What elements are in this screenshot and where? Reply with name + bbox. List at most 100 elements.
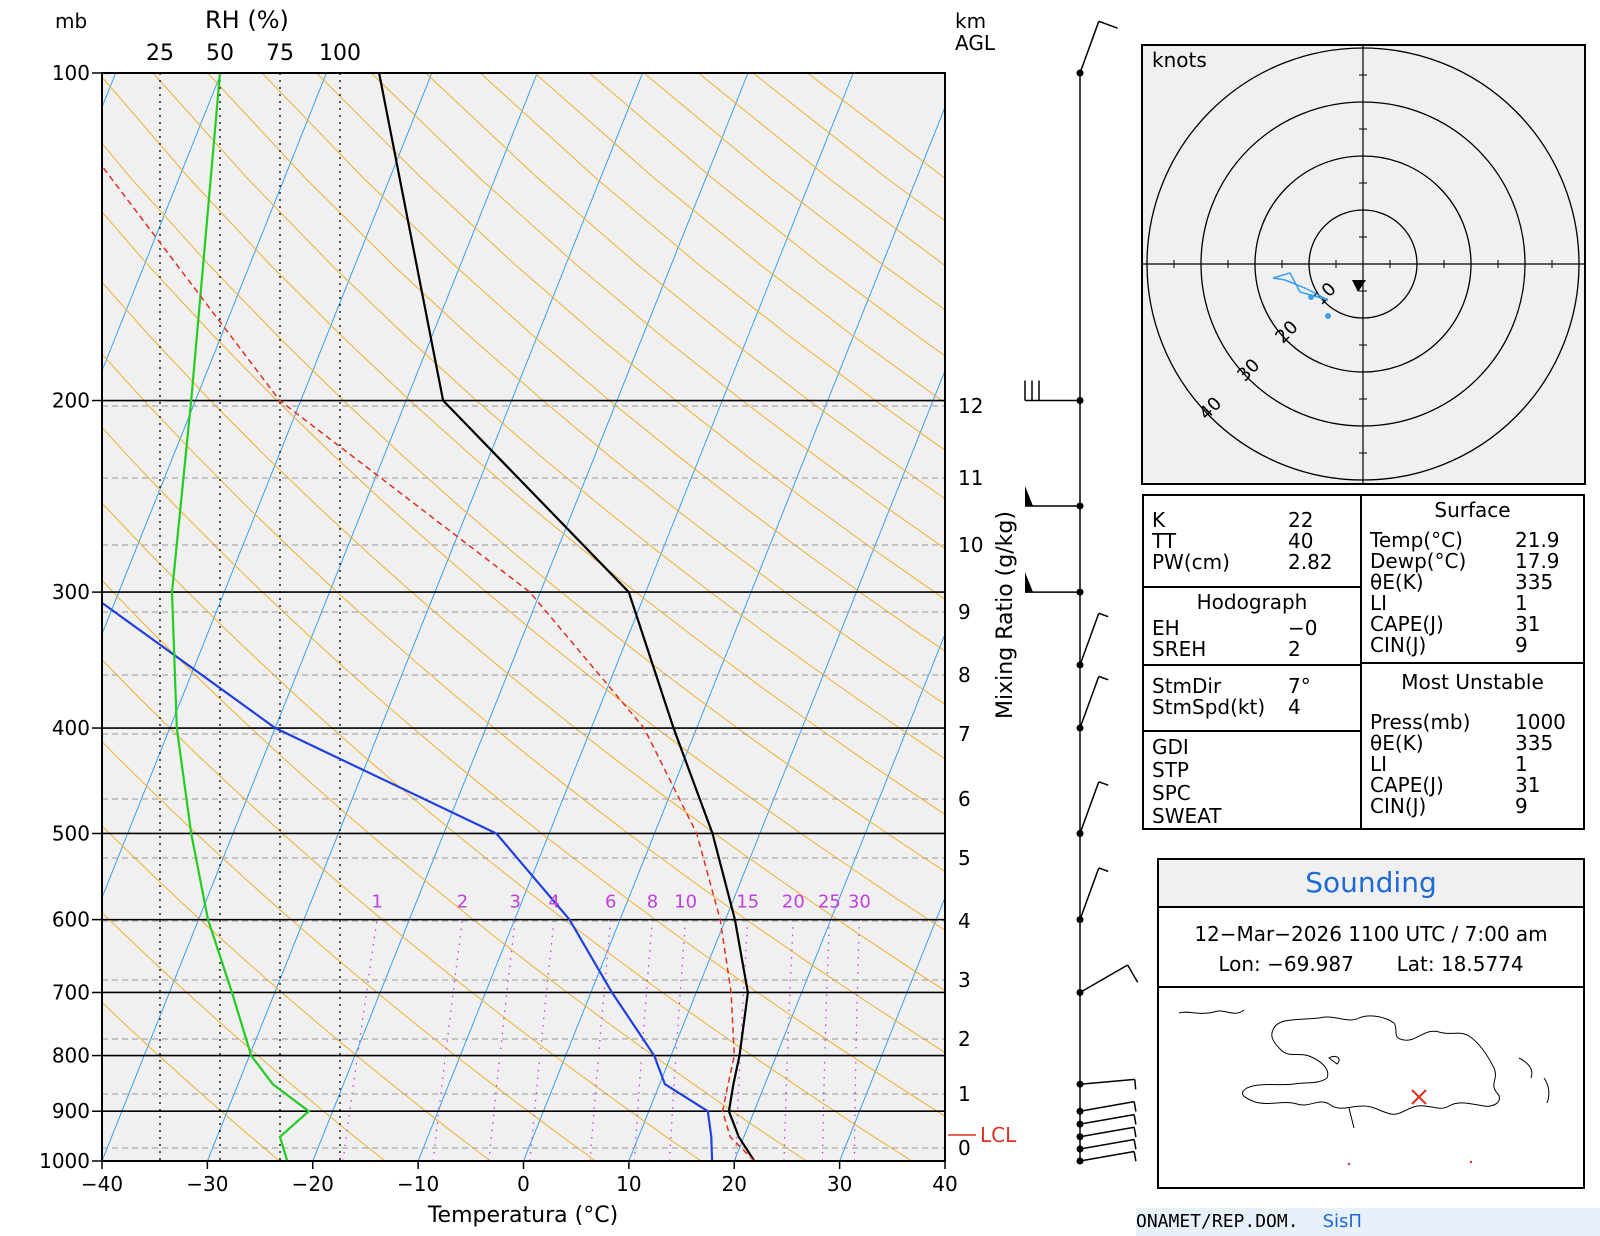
indices-severe: GDI STP SPC SWEAT [1152, 736, 1348, 828]
index-value: 4 [1288, 695, 1301, 719]
dry-adiabat [102, 1001, 280, 1161]
lon-label: Lon: [1218, 952, 1261, 976]
index-value: 1000 [1515, 710, 1566, 734]
isotherm [102, 73, 222, 373]
index-value: 1 [1515, 591, 1528, 615]
height-tick-label: 0 [958, 1136, 971, 1160]
pressure-tick-label: 200 [52, 389, 90, 413]
index-value: 9 [1515, 633, 1528, 657]
wind-barb [1076, 1126, 1137, 1141]
pressure-tick-label: 500 [52, 821, 90, 845]
footer-bar: ONAMET/REP.DOM. SisΠ [1136, 1208, 1600, 1236]
sounding-datetime: 12−Mar−2026 1100 UTC / 7:00 am [1194, 922, 1548, 946]
index-key: CAPE(J) [1370, 612, 1444, 636]
index-key: TT [1152, 529, 1177, 553]
index-row: CIN(J) 9 [1370, 635, 1575, 656]
index-row: SREH 2 [1152, 639, 1348, 660]
height-tick-label: 4 [958, 909, 971, 933]
index-value: 335 [1515, 570, 1554, 594]
wind-barb [1076, 1078, 1137, 1090]
temp-tick-label: 20 [722, 1172, 747, 1196]
index-row: θE(K) 335 [1370, 733, 1575, 754]
isotherm [628, 369, 945, 1161]
isotherm [102, 73, 327, 636]
index-row: K 22 [1152, 510, 1348, 531]
agl-label: AGL [955, 31, 996, 55]
index-row: CIN(J) 9 [1370, 796, 1575, 817]
index-key: GDI [1152, 735, 1189, 759]
rh-curve [170, 73, 311, 1161]
index-value [1288, 805, 1348, 828]
index-key: CIN(J) [1370, 633, 1427, 657]
dry-adiabat [102, 426, 945, 1117]
index-row: CAPE(J) 31 [1370, 775, 1575, 796]
mixing-ratio-label: Mixing Ratio (g/kg) [993, 511, 1018, 719]
wind-barb [1076, 1100, 1137, 1115]
temp-tick-label: −40 [81, 1172, 123, 1196]
mixing-ratio-tick-label: 15 [736, 892, 759, 913]
index-value: 31 [1515, 773, 1541, 797]
wind-barb [1076, 1113, 1137, 1128]
dry-adiabat [102, 659, 702, 1161]
mixing-ratio-tick-label: 8 [647, 892, 658, 913]
hodograph-trace [1272, 272, 1329, 301]
mixing-ratio-tick-label: 3 [510, 892, 521, 913]
index-key: Press(mb) [1370, 710, 1471, 734]
sounding-title-bar [1159, 860, 1583, 908]
mixing-ratio-tick-label: 10 [674, 892, 697, 913]
sounding-panel: Sounding 12−Mar−2026 1100 UTC / 7:00 am … [1157, 858, 1585, 1189]
index-value: 9 [1515, 794, 1528, 818]
footer-org: ONAMET/REP.DOM. [1136, 1211, 1299, 1232]
indices-left-panel: K 22 TT 40 PW(cm) 2.82 Hodograph EH −0 SREH 2 St… [1142, 494, 1362, 830]
pressure-tick-label: 600 [52, 908, 90, 932]
wind-barb [1076, 612, 1109, 669]
hispaniola-outline [1178, 1009, 1550, 1129]
x-axis-label: Temperatura (°C) [427, 1203, 618, 1228]
index-value: 22 [1288, 508, 1314, 532]
dry-adiabat [102, 911, 386, 1161]
index-key: θE(K) [1370, 731, 1424, 755]
dry-adiabat [102, 825, 491, 1161]
temp-tick-label: −20 [292, 1172, 334, 1196]
pressure-tick-label: 100 [52, 61, 90, 85]
pressure-tick-label: 300 [52, 580, 90, 604]
pressure-tick-label: 900 [52, 1099, 90, 1123]
rh-tick-label: 75 [266, 41, 294, 66]
height-tick-label: 3 [958, 968, 971, 992]
dry-adiabat [102, 579, 807, 1161]
dry-adiabat [102, 76, 945, 816]
isotherm [102, 73, 433, 899]
index-value: 21.9 [1515, 528, 1560, 552]
parcel-curve [102, 164, 755, 1161]
isotherm [417, 73, 854, 1161]
height-tick-label: 8 [958, 663, 971, 687]
index-key: StmDir [1152, 674, 1222, 698]
index-row: PW(cm) 2.82 [1152, 552, 1348, 573]
index-value: 31 [1515, 612, 1541, 636]
index-row: TT 40 [1152, 531, 1348, 552]
wind-barb [1076, 964, 1139, 996]
index-key: SPC [1152, 781, 1191, 805]
temp-tick-label: −30 [186, 1172, 228, 1196]
index-row: StmSpd(kt) 4 [1152, 697, 1348, 718]
dry-adiabat [102, 740, 596, 1161]
wind-barb [1076, 781, 1109, 837]
index-value: 335 [1515, 731, 1554, 755]
most-unstable-title: Most Unstable [1401, 670, 1544, 694]
height-tick-label: 10 [958, 533, 983, 557]
index-key: CAPE(J) [1370, 773, 1444, 797]
mixing-ratio-tick-label: 1 [371, 892, 382, 913]
height-tick-label: 2 [958, 1027, 971, 1051]
wind-barb [1076, 1138, 1137, 1153]
index-row: EH −0 [1152, 618, 1348, 639]
index-value: 7° [1288, 674, 1311, 698]
index-key: Temp(°C) [1370, 528, 1463, 552]
hodograph-point [1325, 313, 1331, 319]
isotherm [0, 73, 10, 1161]
index-row: SPC [1152, 782, 1348, 805]
rh-tick-label: 25 [146, 41, 174, 66]
dry-adiabat [102, 211, 945, 931]
km-label: km [955, 9, 986, 33]
index-row: SWEAT [1152, 805, 1348, 828]
index-row: θE(K) 335 [1370, 572, 1575, 593]
